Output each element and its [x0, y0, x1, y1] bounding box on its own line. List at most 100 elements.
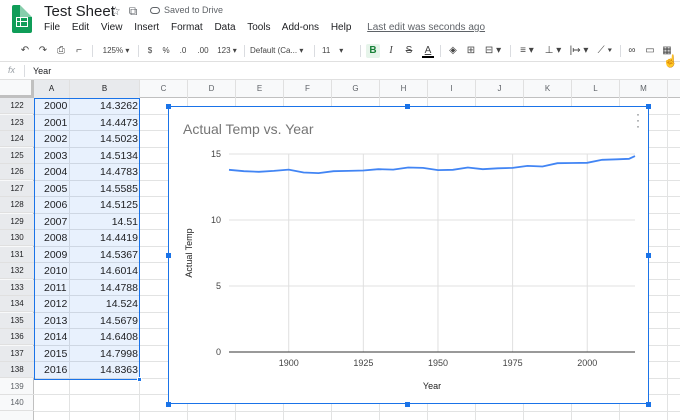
column-header-g[interactable]: G — [332, 80, 380, 98]
row-header[interactable]: 138 — [0, 362, 34, 378]
column-header-h[interactable]: H — [380, 80, 428, 98]
row-header[interactable]: 129 — [0, 213, 34, 230]
cell-year[interactable]: 2001 — [44, 116, 68, 129]
formula-input[interactable]: Year — [33, 66, 52, 76]
cell-year[interactable]: 2016 — [44, 364, 68, 376]
comment-icon[interactable]: ▭ — [645, 45, 655, 56]
selection-fill-handle[interactable] — [137, 377, 142, 382]
row-header[interactable]: 136 — [0, 329, 34, 345]
decrease-decimals-button[interactable]: .0 — [179, 46, 187, 55]
cell-year[interactable]: 2008 — [44, 232, 68, 244]
cell-year[interactable]: 2007 — [44, 215, 68, 228]
undo-icon[interactable]: ↶ — [20, 45, 30, 56]
menu-help[interactable]: Help — [330, 22, 352, 33]
cell-year[interactable]: 2013 — [44, 314, 68, 327]
row-header[interactable]: 125 — [0, 147, 34, 164]
cell-temp[interactable]: 14.5679 — [100, 314, 138, 327]
chart-resize-handle-s[interactable] — [405, 402, 410, 407]
text-rotation-icon[interactable]: ⟋ ▾ — [597, 45, 613, 56]
column-header-c[interactable]: C — [140, 80, 188, 98]
cell-year[interactable]: 2004 — [44, 166, 68, 178]
paint-format-icon[interactable]: ⌐ — [76, 45, 82, 56]
cell-temp[interactable]: 14.4473 — [100, 116, 138, 129]
strikethrough-button[interactable]: S — [405, 45, 413, 56]
column-header-i[interactable]: I — [428, 80, 476, 98]
row-header[interactable]: 126 — [0, 164, 34, 180]
chart-resize-handle-se[interactable] — [646, 402, 651, 407]
cell-year[interactable]: 2003 — [44, 149, 68, 162]
bold-button[interactable]: B — [366, 44, 380, 58]
column-header-d[interactable]: D — [188, 80, 236, 98]
row-header[interactable]: 135 — [0, 312, 34, 329]
column-header-l[interactable]: L — [572, 80, 620, 98]
save-status[interactable]: Saved to Drive — [150, 5, 223, 15]
series-line[interactable] — [228, 155, 636, 175]
chart-resize-handle-ne[interactable] — [646, 104, 651, 109]
row-header[interactable]: 137 — [0, 345, 34, 362]
menu-addons[interactable]: Add-ons — [281, 22, 320, 33]
chart-title[interactable]: Actual Temp vs. Year — [183, 121, 314, 137]
cell-year[interactable]: 2015 — [44, 347, 68, 360]
italic-button[interactable]: I — [389, 45, 393, 56]
row-header[interactable]: 132 — [0, 263, 34, 279]
cell-temp[interactable]: 14.5367 — [100, 248, 138, 261]
cell-temp[interactable]: 14.8363 — [100, 364, 138, 376]
zoom-select[interactable]: 125% ▾ — [102, 46, 130, 55]
row-header[interactable]: 124 — [0, 131, 34, 147]
cell-temp[interactable]: 14.3262 — [100, 100, 138, 112]
select-all-corner[interactable] — [0, 80, 34, 98]
cell-year[interactable]: 2002 — [44, 133, 68, 145]
cell-year[interactable]: 2009 — [44, 248, 68, 261]
y-axis-title[interactable]: Actual Temp — [184, 228, 194, 277]
more-formats-select[interactable]: 123 ▾ — [217, 46, 237, 55]
cell-temp[interactable]: 14.5585 — [100, 182, 138, 195]
document-title[interactable]: Test Sheet — [44, 3, 115, 20]
text-wrap-icon[interactable]: |↦ ▾ — [569, 45, 589, 56]
cell-temp[interactable]: 14.51 — [111, 215, 138, 228]
cell-year[interactable]: 2012 — [44, 298, 68, 310]
cell-temp[interactable]: 14.5125 — [100, 199, 138, 211]
chart-resize-handle-w[interactable] — [166, 253, 171, 258]
column-header-f[interactable]: F — [284, 80, 332, 98]
chart-resize-handle-sw[interactable] — [166, 402, 171, 407]
borders-icon[interactable]: ⊞ — [466, 45, 476, 56]
chart-resize-handle-nw[interactable] — [166, 104, 171, 109]
column-header-k[interactable]: K — [524, 80, 572, 98]
cell-year[interactable]: 2006 — [44, 199, 68, 211]
row-header[interactable]: 140 — [0, 395, 34, 411]
embedded-chart[interactable]: Actual Temp vs. Year · · · 0 5 10 15 1900 1925 1… — [168, 106, 649, 404]
currency-button[interactable]: $ — [147, 46, 153, 55]
row-header[interactable]: 128 — [0, 197, 34, 213]
row-header[interactable]: 139 — [0, 379, 34, 395]
cell-year[interactable]: 2014 — [44, 331, 68, 343]
cell-year[interactable]: 2010 — [44, 265, 68, 277]
menu-edit[interactable]: Edit — [71, 22, 90, 33]
row-header[interactable]: 131 — [0, 246, 34, 263]
menu-view[interactable]: View — [100, 22, 123, 33]
x-axis-title[interactable]: Year — [423, 381, 441, 391]
cell-year[interactable]: 2000 — [44, 100, 68, 112]
link-icon[interactable]: ∞ — [628, 45, 636, 56]
column-header-j[interactable]: J — [476, 80, 524, 98]
folder-move-icon[interactable]: ⧉ — [128, 4, 138, 18]
row-header[interactable]: 134 — [0, 296, 34, 312]
menu-tools[interactable]: Tools — [247, 22, 271, 33]
font-size-select[interactable]: 11 ▾ — [322, 46, 344, 55]
cell-temp[interactable]: 14.4788 — [100, 281, 138, 294]
cell-temp[interactable]: 14.5023 — [100, 133, 138, 145]
text-color-button[interactable]: A — [424, 45, 432, 56]
chart-more-options-icon[interactable]: · · · — [636, 107, 640, 133]
redo-icon[interactable]: ↷ — [38, 45, 48, 56]
row-header[interactable]: 130 — [0, 230, 34, 246]
fill-color-icon[interactable]: ◈ — [449, 45, 457, 56]
horizontal-align-icon[interactable]: ≡ ▾ — [520, 45, 534, 56]
cell-temp[interactable]: 14.6408 — [100, 331, 138, 343]
row-header[interactable]: 123 — [0, 114, 34, 131]
column-header-b[interactable]: B — [70, 80, 140, 98]
menu-insert[interactable]: Insert — [134, 22, 160, 33]
cell-temp[interactable]: 14.524 — [105, 298, 138, 310]
print-icon[interactable]: ⎙ — [57, 45, 65, 56]
cell-temp[interactable]: 14.4419 — [100, 232, 138, 244]
chart-resize-handle-e[interactable] — [646, 253, 651, 258]
increase-decimals-button[interactable]: .00 — [197, 46, 209, 55]
